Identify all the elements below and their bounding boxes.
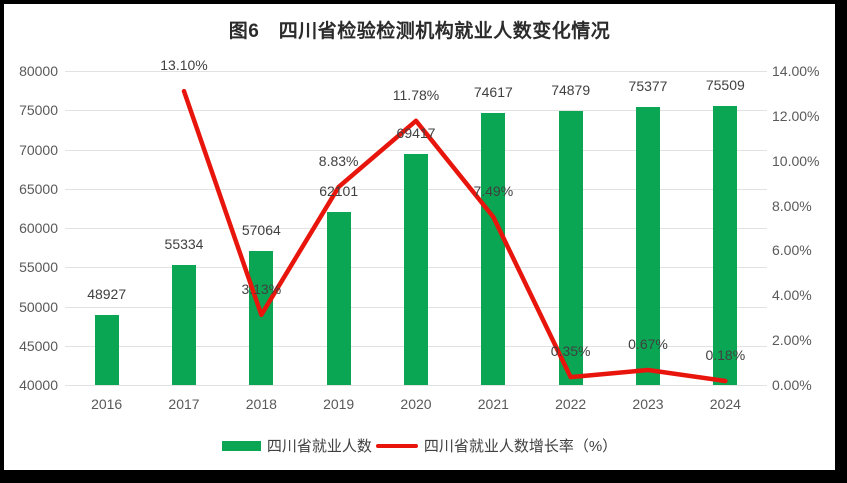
right-axis-tick: 2.00% [772,332,812,349]
right-axis-tick: 8.00% [772,197,812,214]
x-axis-label-2023: 2023 [632,396,664,412]
left-axis-tick: 75000 [19,102,58,119]
legend-line-label: 四川省就业人数增长率（%） [423,438,618,455]
x-axis-label-2022: 2022 [555,396,587,412]
bar-2019 [326,211,351,385]
bar-label-2024: 75509 [705,77,745,94]
line-label-2017: 13.10% [160,57,208,74]
line-label-2018: 3.13% [241,280,282,297]
right-axis-tick: 0.00% [772,377,812,393]
x-axis-label-2021: 2021 [477,396,509,412]
chart-canvas: 图6 四川省检验检测机构就业人数变化情况 80000 75000 70000 6500… [4,4,835,470]
left-axis-tick: 55000 [19,259,58,276]
line-label-2021: 7.49% [473,183,514,199]
x-axis-label-2024: 2024 [709,396,741,412]
x-axis-label-2019: 2019 [323,396,355,412]
gridline [65,385,767,386]
right-axis-tick: 14.00% [772,63,820,79]
bar-label-2020: 69417 [396,125,436,142]
left-axis-tick: 50000 [19,298,58,315]
legend: 四川省就业人数 四川省就业人数增长率（%） [4,435,835,456]
bar-label-2023: 75377 [628,78,668,95]
line-label-2019: 8.83% [318,152,359,169]
bar-2024 [713,106,738,385]
line-label-2022: 0.35% [550,343,591,360]
x-axis-label-2016: 2016 [91,396,123,412]
x-axis-label-2020: 2020 [400,396,432,412]
left-axis-tick: 60000 [19,220,58,236]
right-axis-tick: 6.00% [772,242,812,259]
legend-line-swatch-icon [375,443,418,448]
legend-bar-swatch-icon [221,440,261,451]
bar-2020 [404,154,428,385]
line-label-2024: 0.18% [705,346,746,363]
left-axis-tick: 80000 [19,63,58,79]
gridline [65,71,767,72]
legend-item-growth-rate: 四川省就业人数增长率（%） [375,435,618,456]
gridline [65,110,767,112]
right-axis-tick: 4.00% [772,287,812,304]
bar-2016 [94,314,119,385]
bar-label-2016: 48927 [87,285,127,302]
chart-title: 图6 四川省检验检测机构就业人数变化情况 [228,21,611,42]
legend-bar-label: 四川省就业人数 [266,438,372,455]
left-axis-tick: 70000 [19,141,58,158]
x-axis-label-2017: 2017 [168,396,200,412]
line-label-2023: 0.67% [628,335,668,352]
right-axis-tick: 10.00% [772,152,820,169]
line-label-2020: 11.78% [392,86,440,103]
left-axis-tick: 40000 [19,377,58,393]
legend-item-employment: 四川省就业人数 [221,435,372,456]
bar-label-2018: 57064 [241,222,281,239]
bar-label-2019: 62101 [319,182,359,199]
bar-label-2021: 74617 [473,84,513,101]
x-axis-label-2018: 2018 [245,396,277,412]
gridline [65,149,767,151]
bar-2017 [172,264,196,385]
bar-label-2017: 55334 [164,235,204,252]
left-axis-tick: 65000 [19,180,58,197]
left-axis-tick: 45000 [19,337,58,354]
bar-2018 [249,251,274,385]
bar-2021 [481,113,506,385]
right-axis-tick: 12.00% [772,107,820,124]
bar-label-2022: 74879 [551,82,591,99]
